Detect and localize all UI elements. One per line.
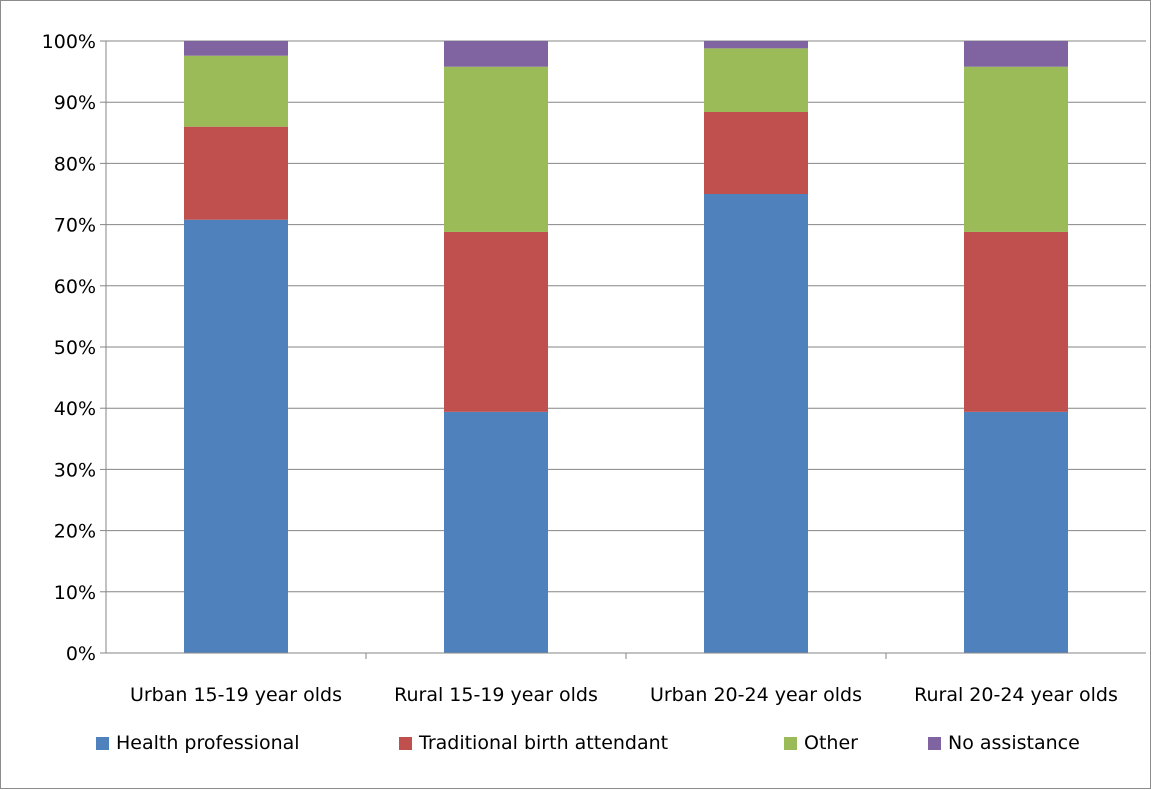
axes <box>105 41 1146 654</box>
y-tick-label: 80% <box>54 153 96 175</box>
x-tick-label: Urban 15-19 year olds <box>130 684 342 706</box>
y-tick-label: 20% <box>54 521 96 543</box>
legend-label: Other <box>804 732 858 754</box>
bar-segment-traditional-birth-attendant <box>444 231 548 412</box>
y-tick-label: 30% <box>54 459 96 481</box>
legend-label: Traditional birth attendant <box>418 732 668 754</box>
x-tick-label: Rural 20-24 year olds <box>914 684 1118 706</box>
y-tick-label: 60% <box>54 276 96 298</box>
bar-segment-no-assistance <box>704 41 808 49</box>
bar-segment-health-professional <box>184 219 288 654</box>
legend-swatch <box>399 737 412 750</box>
bars <box>184 41 1068 654</box>
bar-segment-other <box>964 66 1068 232</box>
bar-segment-traditional-birth-attendant <box>184 126 288 220</box>
x-tick-labels: Urban 15-19 year olds Rural 15-19 year ol… <box>130 684 1118 706</box>
legend-swatch <box>96 737 109 750</box>
legend: Health professional Traditional birth att… <box>96 732 1080 754</box>
bar-segment-health-professional <box>444 411 548 653</box>
x-tick-label: Urban 20-24 year olds <box>650 684 862 706</box>
legend-label: Health professional <box>116 732 300 754</box>
bar-segment-no-assistance <box>184 41 288 56</box>
bar-segment-traditional-birth-attendant <box>964 231 1068 412</box>
y-tick-label: 0% <box>66 643 96 665</box>
bar-segment-other <box>444 66 548 232</box>
y-tick-label: 10% <box>54 582 96 604</box>
bar-segment-other <box>184 55 288 127</box>
x-tick-label: Rural 15-19 year olds <box>394 684 598 706</box>
legend-label: No assistance <box>948 732 1080 754</box>
legend-swatch <box>928 737 941 750</box>
y-tick-label: 100% <box>42 31 96 53</box>
bar-segment-health-professional <box>964 411 1068 653</box>
y-tick-label: 70% <box>54 215 96 237</box>
y-tick-label: 50% <box>54 337 96 359</box>
y-tick-labels: 0% 10% 20% 30% 40% 50% 60% 70% 80% 90% 100% <box>42 31 96 665</box>
bar-segment-health-professional <box>704 194 808 653</box>
bar-segment-traditional-birth-attendant <box>704 111 808 194</box>
y-tick-label: 90% <box>54 92 96 114</box>
y-tick-label: 40% <box>54 398 96 420</box>
bar-segment-no-assistance <box>444 41 548 67</box>
legend-swatch <box>784 737 797 750</box>
bar-segment-no-assistance <box>964 41 1068 67</box>
bar-segment-other <box>704 48 808 112</box>
